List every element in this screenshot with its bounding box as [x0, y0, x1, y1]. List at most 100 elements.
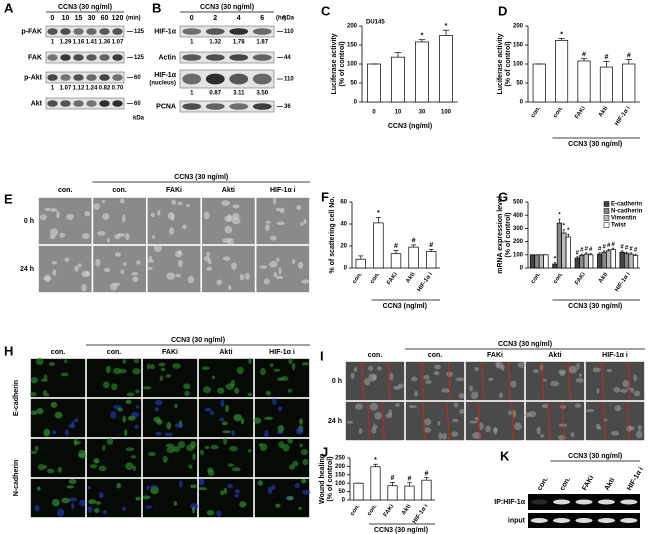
cell — [30, 376, 39, 384]
significance-mark: * — [558, 213, 561, 219]
significance-mark: # — [580, 248, 584, 254]
cell — [276, 221, 285, 226]
cell — [247, 392, 253, 397]
cell — [239, 273, 245, 281]
cell — [273, 368, 281, 372]
cell — [154, 407, 160, 412]
bar — [439, 35, 453, 103]
blot-band — [86, 28, 97, 35]
cell — [192, 453, 196, 461]
cell — [201, 366, 210, 371]
cell — [74, 265, 79, 272]
bar — [565, 236, 571, 269]
cell — [280, 376, 289, 381]
cell — [61, 497, 70, 504]
cell — [217, 387, 225, 394]
gel-band — [530, 518, 548, 523]
cell — [46, 468, 55, 474]
cell — [371, 427, 377, 434]
wound-edge — [421, 361, 425, 401]
bar — [538, 254, 545, 269]
cell — [174, 403, 178, 408]
cell — [225, 383, 234, 390]
cell — [233, 414, 243, 422]
cell — [126, 392, 135, 397]
micrograph — [92, 245, 147, 293]
cell — [175, 250, 183, 258]
cell — [374, 411, 382, 420]
cell — [301, 489, 311, 495]
cell — [165, 443, 175, 448]
cell — [532, 369, 539, 374]
row-label: p-FAK — [21, 28, 42, 35]
unit-label: (hr) — [276, 16, 286, 22]
y-tick-label: 200 — [335, 464, 346, 470]
cell — [142, 385, 152, 390]
cell — [471, 391, 479, 400]
cell — [438, 432, 443, 440]
significance-mark: # — [394, 243, 398, 250]
y-tick-label: 300 — [513, 226, 524, 232]
cell — [485, 425, 491, 433]
column-label: 6 — [260, 15, 264, 22]
x-tick-label: con. — [553, 271, 565, 285]
y-tick-label: 100 — [513, 62, 524, 68]
row-label: HIF-1α — [154, 72, 177, 79]
cell — [303, 219, 307, 225]
cell — [298, 506, 302, 510]
legend-swatch — [603, 215, 610, 221]
x-tick-label: Akti — [598, 271, 610, 284]
cell — [198, 478, 205, 486]
cell — [227, 483, 234, 489]
quant-label: 0.87 — [209, 91, 221, 97]
row-sublabel: (nucleus) — [149, 81, 176, 87]
column-label: FAKi — [162, 349, 178, 356]
cell — [288, 358, 293, 365]
micrograph — [142, 358, 198, 398]
blot-band — [47, 74, 58, 81]
cell — [174, 423, 184, 428]
cell — [169, 227, 175, 235]
y-axis-label: (% of control) — [505, 212, 512, 257]
cell — [411, 376, 418, 382]
cell — [469, 385, 473, 392]
cell — [136, 260, 141, 265]
cell — [234, 494, 239, 498]
cell — [167, 212, 175, 220]
cell — [68, 424, 76, 428]
blot-band — [229, 73, 249, 85]
blot-band — [47, 28, 58, 35]
cell — [94, 459, 99, 463]
cell — [206, 266, 213, 271]
cell — [540, 434, 545, 438]
significance-mark: # — [429, 242, 433, 249]
kda-label: kDa — [133, 116, 145, 122]
cell — [92, 203, 101, 210]
cell — [277, 406, 283, 412]
blot-band — [73, 28, 84, 35]
bar — [367, 63, 381, 103]
cell — [606, 368, 613, 373]
row-label: N-cadherin — [13, 460, 20, 497]
marker-label: 110 — [284, 29, 294, 35]
bar — [415, 41, 429, 103]
x-tick-label: Akti — [598, 105, 610, 118]
wound-edge — [602, 401, 606, 441]
bar — [404, 485, 415, 501]
significance-mark: # — [576, 250, 580, 256]
cell — [190, 484, 197, 489]
cell — [234, 387, 240, 394]
cell — [150, 485, 158, 489]
cell — [240, 418, 245, 425]
gel-band — [597, 518, 615, 523]
blot-band — [252, 54, 272, 61]
blot-band — [252, 73, 272, 85]
x-tick-label: con. — [530, 271, 542, 285]
significance-mark: * — [377, 210, 380, 217]
cell — [56, 210, 60, 219]
gel-band — [553, 518, 571, 523]
bar — [370, 466, 381, 501]
bar — [353, 482, 364, 501]
blot-strip — [179, 25, 275, 38]
marker-label: 125 — [134, 55, 145, 61]
